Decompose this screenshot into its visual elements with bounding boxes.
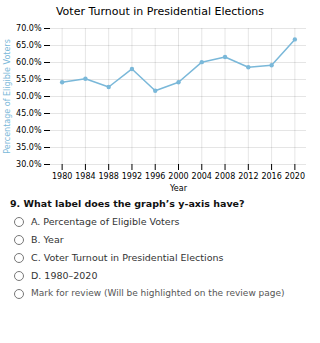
svg-text:2016: 2016	[261, 172, 281, 181]
html-text:Voter Turnout in Presidential: Voter Turnout in Presidential Elections	[55, 5, 265, 18]
svg-text:Year: Year	[169, 184, 188, 193]
svg-text:55.0%: 55.0%	[16, 75, 42, 84]
svg-text:1988: 1988	[99, 172, 119, 181]
svg-text:Percentage of Eligible Voters: Percentage of Eligible Voters	[3, 39, 12, 154]
svg-text:2000: 2000	[168, 172, 188, 181]
svg-text:2020: 2020	[285, 172, 305, 181]
html-text:A. Percentage of Eligible Vote: A. Percentage of Eligible Voters	[31, 216, 180, 227]
svg-text:1992: 1992	[122, 172, 142, 181]
svg-text:50.0%: 50.0%	[16, 92, 42, 101]
html-text:C. Voter Turnout in Presidenti: C. Voter Turnout in Presidential Electio…	[31, 252, 224, 263]
html-text:9. What label does the graph’s: 9. What label does the graph’s y-axis ha…	[10, 198, 245, 209]
svg-text:2004: 2004	[192, 172, 212, 181]
svg-text:65.0%: 65.0%	[16, 41, 42, 50]
svg-text:1984: 1984	[75, 172, 95, 181]
svg-text:35.0%: 35.0%	[16, 143, 42, 152]
svg-text:2012: 2012	[238, 172, 258, 181]
svg-text:70.0%: 70.0%	[16, 24, 42, 33]
svg-text:1980: 1980	[52, 172, 72, 181]
svg-text:60.0%: 60.0%	[16, 58, 42, 67]
html-text:Mark for review (Will be highl: Mark for review (Will be highlighted on …	[31, 288, 285, 298]
html-text:D. 1980–2020: D. 1980–2020	[31, 270, 98, 281]
svg-text:40.0%: 40.0%	[16, 126, 42, 135]
html-text:B. Year: B. Year	[31, 234, 64, 245]
svg-text:1996: 1996	[145, 172, 165, 181]
svg-text:30.0%: 30.0%	[16, 160, 42, 169]
svg-text:2008: 2008	[215, 172, 235, 181]
svg-text:45.0%: 45.0%	[16, 109, 42, 118]
